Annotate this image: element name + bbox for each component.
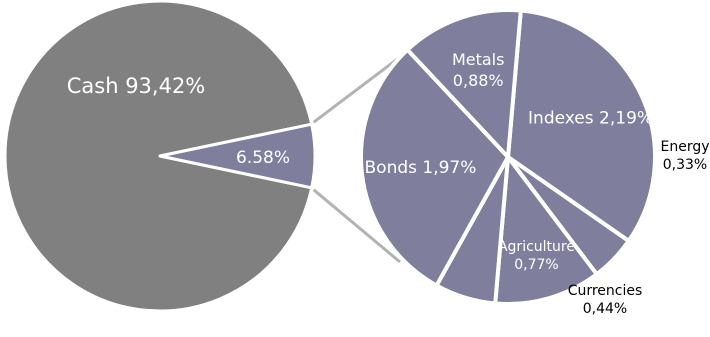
sub-slice-indexes [506, 8, 657, 243]
sub-slice-metals [405, 8, 523, 159]
label-currencies-value: 0,44% [583, 301, 627, 317]
label-currencies-name: Currencies [568, 283, 643, 299]
main-slice-cash [3, 0, 314, 313]
main-slice-other [158, 122, 317, 190]
main-pie [3, 0, 317, 313]
label-metals-value: 0,88% [453, 71, 504, 90]
label-energy-name: Energy [660, 139, 709, 155]
label-agriculture-name: Agriculture [498, 239, 575, 255]
label-metals-name: Metals [452, 50, 505, 69]
label-agriculture-value: 0,77% [514, 257, 558, 273]
data-labels: Cash 93,42% 6.58% Indexes 2,19% Energy 0,33%… [67, 50, 710, 317]
label-other: 6.58% [236, 148, 290, 168]
label-energy-value: 0,33% [663, 157, 707, 173]
connector-line-bottom [312, 188, 401, 264]
secondary-pie [359, 8, 657, 306]
sub-slice-bonds [359, 47, 510, 288]
label-cash: Cash 93,42% [67, 74, 206, 98]
sub-slice-agriculture [493, 155, 599, 306]
label-indexes: Indexes 2,19% [528, 108, 653, 128]
label-bonds: Bonds 1,97% [365, 158, 477, 178]
